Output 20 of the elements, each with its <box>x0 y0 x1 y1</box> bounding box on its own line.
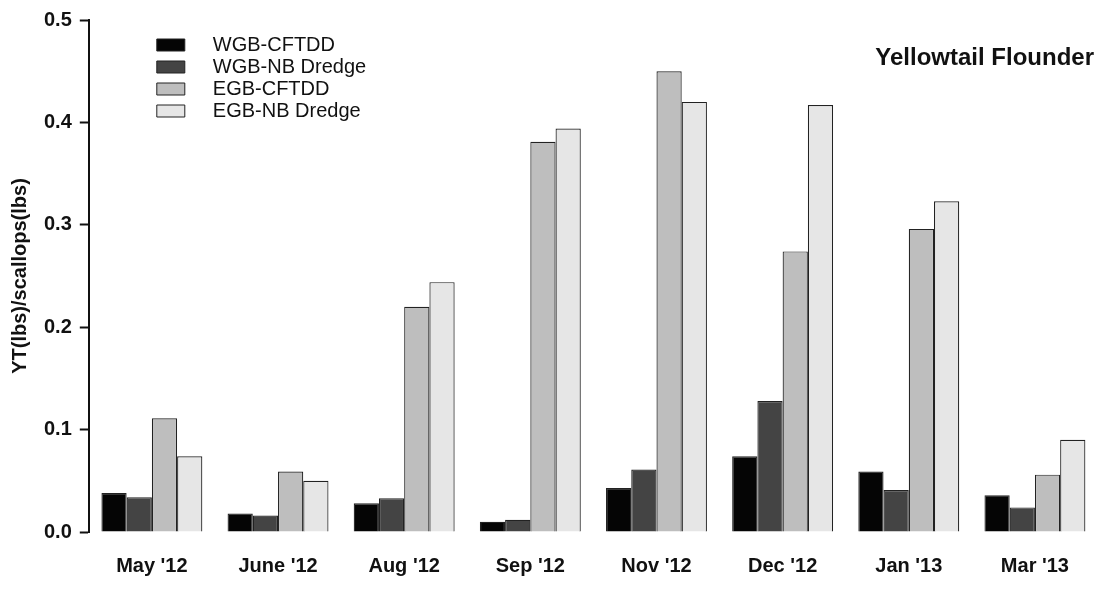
x-tick-label: May '12 <box>116 553 188 576</box>
x-tick-label: June '12 <box>238 553 318 576</box>
legend-label: WGB-NB Dredge <box>212 54 367 77</box>
x-tick-label: Jan '13 <box>875 553 943 576</box>
legend-label: WGB-CFTDD <box>212 32 336 55</box>
x-tick-label: Dec '12 <box>748 553 818 576</box>
y-tick-label: 0.0 <box>43 519 72 542</box>
x-tick-label: Nov '12 <box>621 553 692 576</box>
y-tick-label: 0.2 <box>43 314 72 337</box>
y-tick-label: 0.3 <box>43 212 72 235</box>
text: Yellowtail Flounder <box>875 42 1094 70</box>
x-tick-label: Aug '12 <box>368 553 440 576</box>
y-axis-title: YT(lbs)/scallops(lbs) <box>7 178 30 374</box>
legend-label: EGB-NB Dredge <box>212 98 361 121</box>
y-tick-label: 0.5 <box>43 7 72 30</box>
y-tick-label: 0.4 <box>43 109 73 132</box>
x-tick-label: Mar '13 <box>1000 553 1069 576</box>
legend-label: EGB-CFTDD <box>212 76 330 99</box>
x-tick-label: Sep '12 <box>495 553 565 576</box>
y-tick-label: 0.1 <box>43 417 72 440</box>
